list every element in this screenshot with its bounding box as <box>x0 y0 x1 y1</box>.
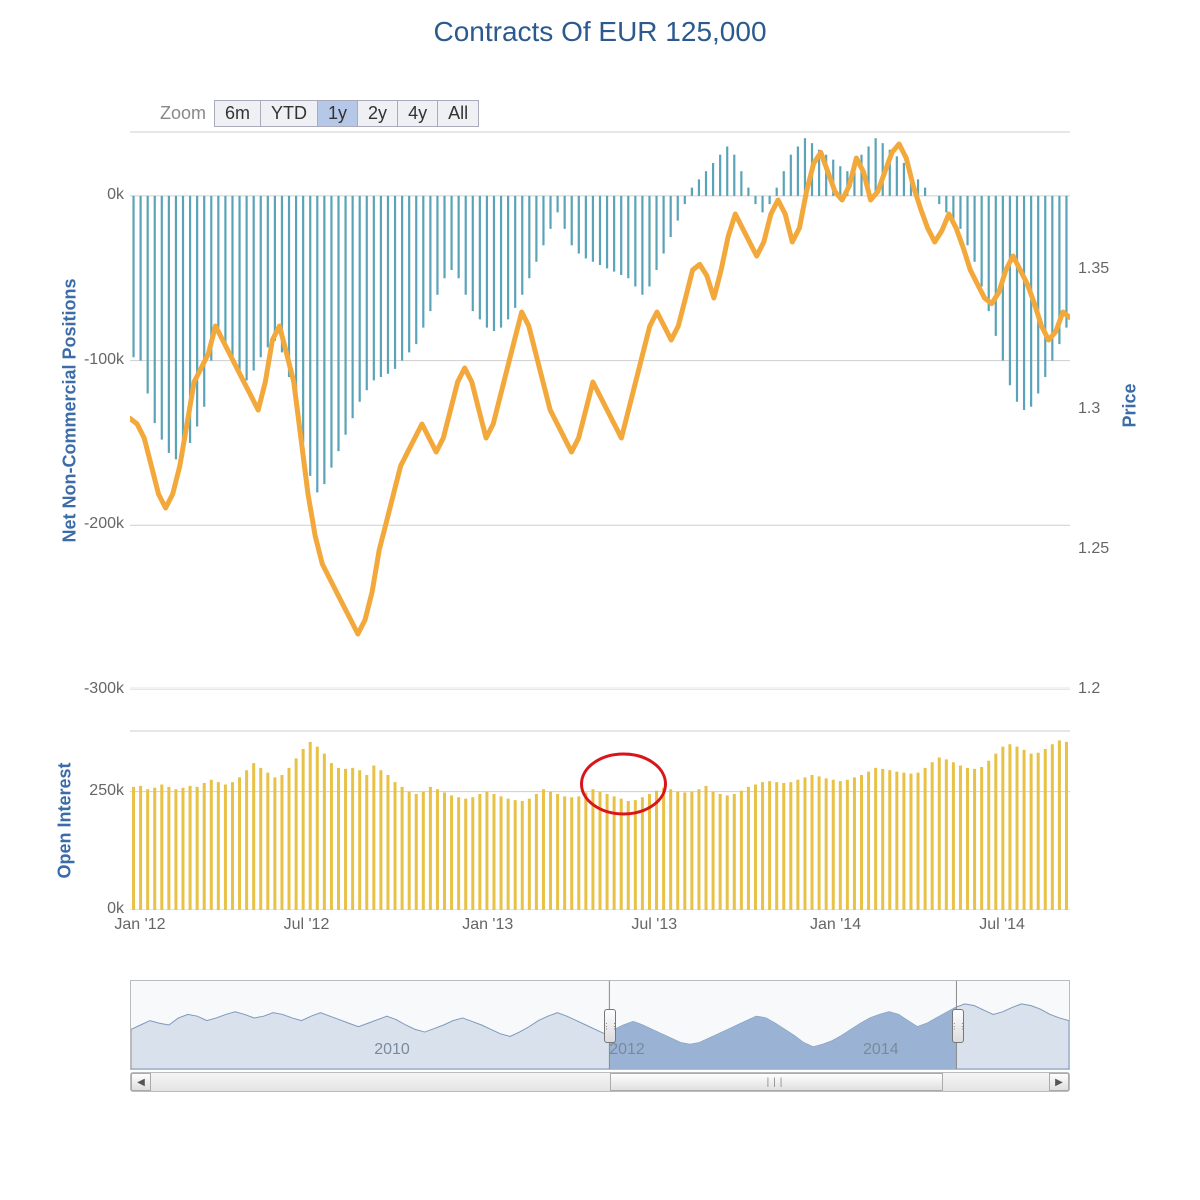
left-tick-label: 0k <box>64 186 124 204</box>
nav-tick-label: 2010 <box>374 1041 410 1059</box>
zoom-6m-button[interactable]: 6m <box>214 100 261 127</box>
zoom-1y-button[interactable]: 1y <box>317 100 358 127</box>
nav-tick-label: 2014 <box>863 1041 899 1059</box>
x-tick-label: Jul '14 <box>979 916 1025 934</box>
x-tick-label: Jan '13 <box>462 916 513 934</box>
navigator[interactable]: ⋮⋮ ⋮⋮ 2010 2012 2014 <box>130 980 1070 1070</box>
right-tick-label: 1.2 <box>1078 680 1100 698</box>
left-tick-label: -300k <box>64 680 124 698</box>
navigator-handle[interactable]: ⋮⋮ <box>952 1009 964 1043</box>
main-chart <box>130 130 1070 690</box>
scroll-left-button[interactable]: ◀ <box>131 1073 151 1091</box>
x-tick-label: Jul '13 <box>631 916 677 934</box>
zoom-bar: Zoom 6mYTD1y2y4yAll <box>160 100 479 127</box>
nav-tick-label: 2012 <box>609 1041 645 1059</box>
navigator-handle[interactable]: ⋮⋮ <box>604 1009 616 1043</box>
scroll-thumb[interactable]: ||| <box>610 1073 943 1091</box>
chart-title: Contracts Of EUR 125,000 <box>0 0 1200 56</box>
oi-tick-label: 0k <box>64 900 124 918</box>
oi-axis-label: Open Interest <box>55 746 76 896</box>
zoom-ytd-button[interactable]: YTD <box>260 100 318 127</box>
zoom-2y-button[interactable]: 2y <box>357 100 398 127</box>
oi-chart <box>130 730 1070 910</box>
left-tick-label: -100k <box>64 351 124 369</box>
x-tick-label: Jan '12 <box>114 916 165 934</box>
x-tick-label: Jan '14 <box>810 916 861 934</box>
oi-tick-label: 250k <box>64 782 124 800</box>
zoom-4y-button[interactable]: 4y <box>397 100 438 127</box>
x-tick-label: Jul '12 <box>284 916 330 934</box>
left-tick-label: -200k <box>64 515 124 533</box>
zoom-all-button[interactable]: All <box>437 100 479 127</box>
right-tick-label: 1.3 <box>1078 400 1100 418</box>
right-tick-label: 1.25 <box>1078 540 1109 558</box>
right-axis-label: Price <box>1120 356 1141 456</box>
scrollbar[interactable]: ◀ ||| ▶ <box>130 1072 1070 1092</box>
scroll-right-button[interactable]: ▶ <box>1049 1073 1069 1091</box>
right-tick-label: 1.35 <box>1078 260 1109 278</box>
zoom-label: Zoom <box>160 103 206 124</box>
